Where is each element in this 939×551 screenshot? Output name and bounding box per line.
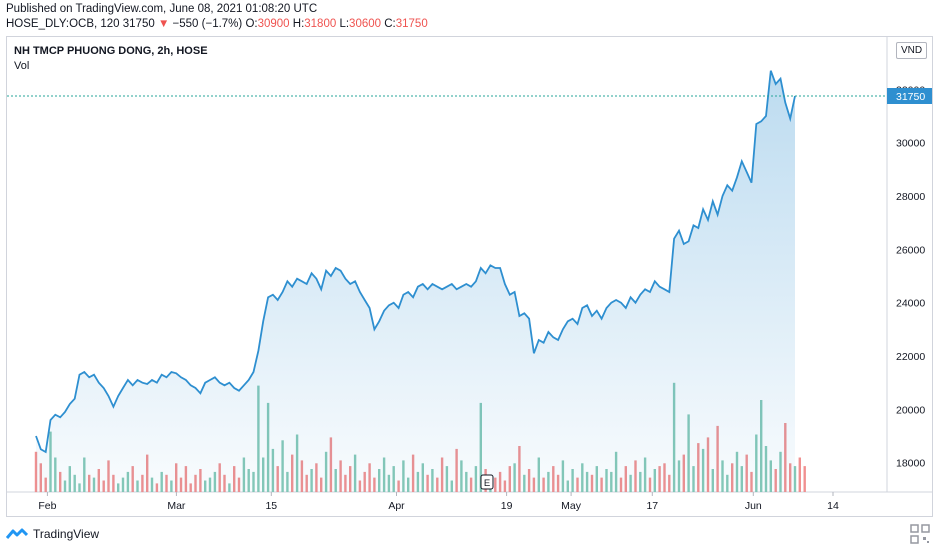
low-label: L: (339, 18, 350, 30)
time-tick-label: Mar (167, 500, 186, 512)
time-tick-label: 17 (646, 500, 658, 512)
last-price-tag-bg (887, 88, 932, 104)
tradingview-logo[interactable]: TradingView (6, 527, 99, 541)
time-tick-label: May (561, 500, 582, 512)
earnings-marker-label: E (484, 478, 490, 489)
time-tick-label: Apr (388, 500, 405, 512)
earnings-marker-box[interactable] (480, 474, 494, 490)
price-line (35, 70, 796, 454)
brand-label: TradingView (33, 527, 100, 541)
price-tick-label: 26000 (896, 244, 925, 256)
price-tick-label: 28000 (896, 191, 925, 203)
volume-bar (803, 466, 806, 492)
time-tick-label: 19 (501, 500, 513, 512)
price-tick-label: 20000 (896, 404, 925, 416)
last-price: 31750 (122, 18, 155, 30)
price-area-fill (36, 70, 795, 492)
chart-frame (6, 36, 933, 517)
time-tick-label: Feb (38, 500, 56, 512)
price-axis-labels: 1800020000220002400026000280003000032000 (896, 84, 925, 469)
qr-icon (910, 524, 930, 544)
price-tick-label: 18000 (896, 458, 925, 470)
low-value: 30600 (349, 18, 382, 30)
time-tick-label: 14 (827, 500, 839, 512)
price-tick-label: 24000 (896, 298, 925, 310)
tradingview-logo-icon (6, 528, 28, 539)
ohlc-legend: HOSE_DLY:OCB, 120 31750 ▼ −550 (−1.7%) O… (6, 18, 428, 30)
pane-title: NH TMCP PHUONG DONG, 2h, HOSE (14, 45, 208, 57)
currency-button[interactable]: VND (896, 42, 928, 59)
time-tick-label: 15 (265, 500, 277, 512)
price-change: −550 (−1.7%) (172, 18, 243, 30)
close-value: 31750 (395, 18, 428, 30)
published-caption: Published on TradingView.com, June 08, 2… (6, 3, 318, 15)
open-label: O: (245, 18, 258, 30)
symbol-label: HOSE_DLY:OCB, 120 (6, 18, 120, 30)
open-value: 30900 (257, 18, 290, 30)
volume-bar (798, 457, 801, 492)
time-axis-labels: Feb Mar 15 Apr 19 May 17 Jun 14 (38, 492, 839, 512)
price-tick-label: 30000 (896, 138, 925, 150)
high-label: H: (292, 18, 305, 30)
last-price-tag: 31750 (887, 88, 932, 104)
time-tick-label: Jun (745, 500, 762, 512)
high-value: 31800 (304, 18, 337, 30)
volume-label: Vol (14, 60, 30, 72)
earnings-marker: E (480, 474, 494, 490)
last-price-tag-label: 31750 (896, 91, 925, 103)
down-triangle-icon: ▼ (157, 18, 170, 30)
price-tick-label: 22000 (896, 351, 925, 363)
close-label: C: (384, 18, 396, 30)
